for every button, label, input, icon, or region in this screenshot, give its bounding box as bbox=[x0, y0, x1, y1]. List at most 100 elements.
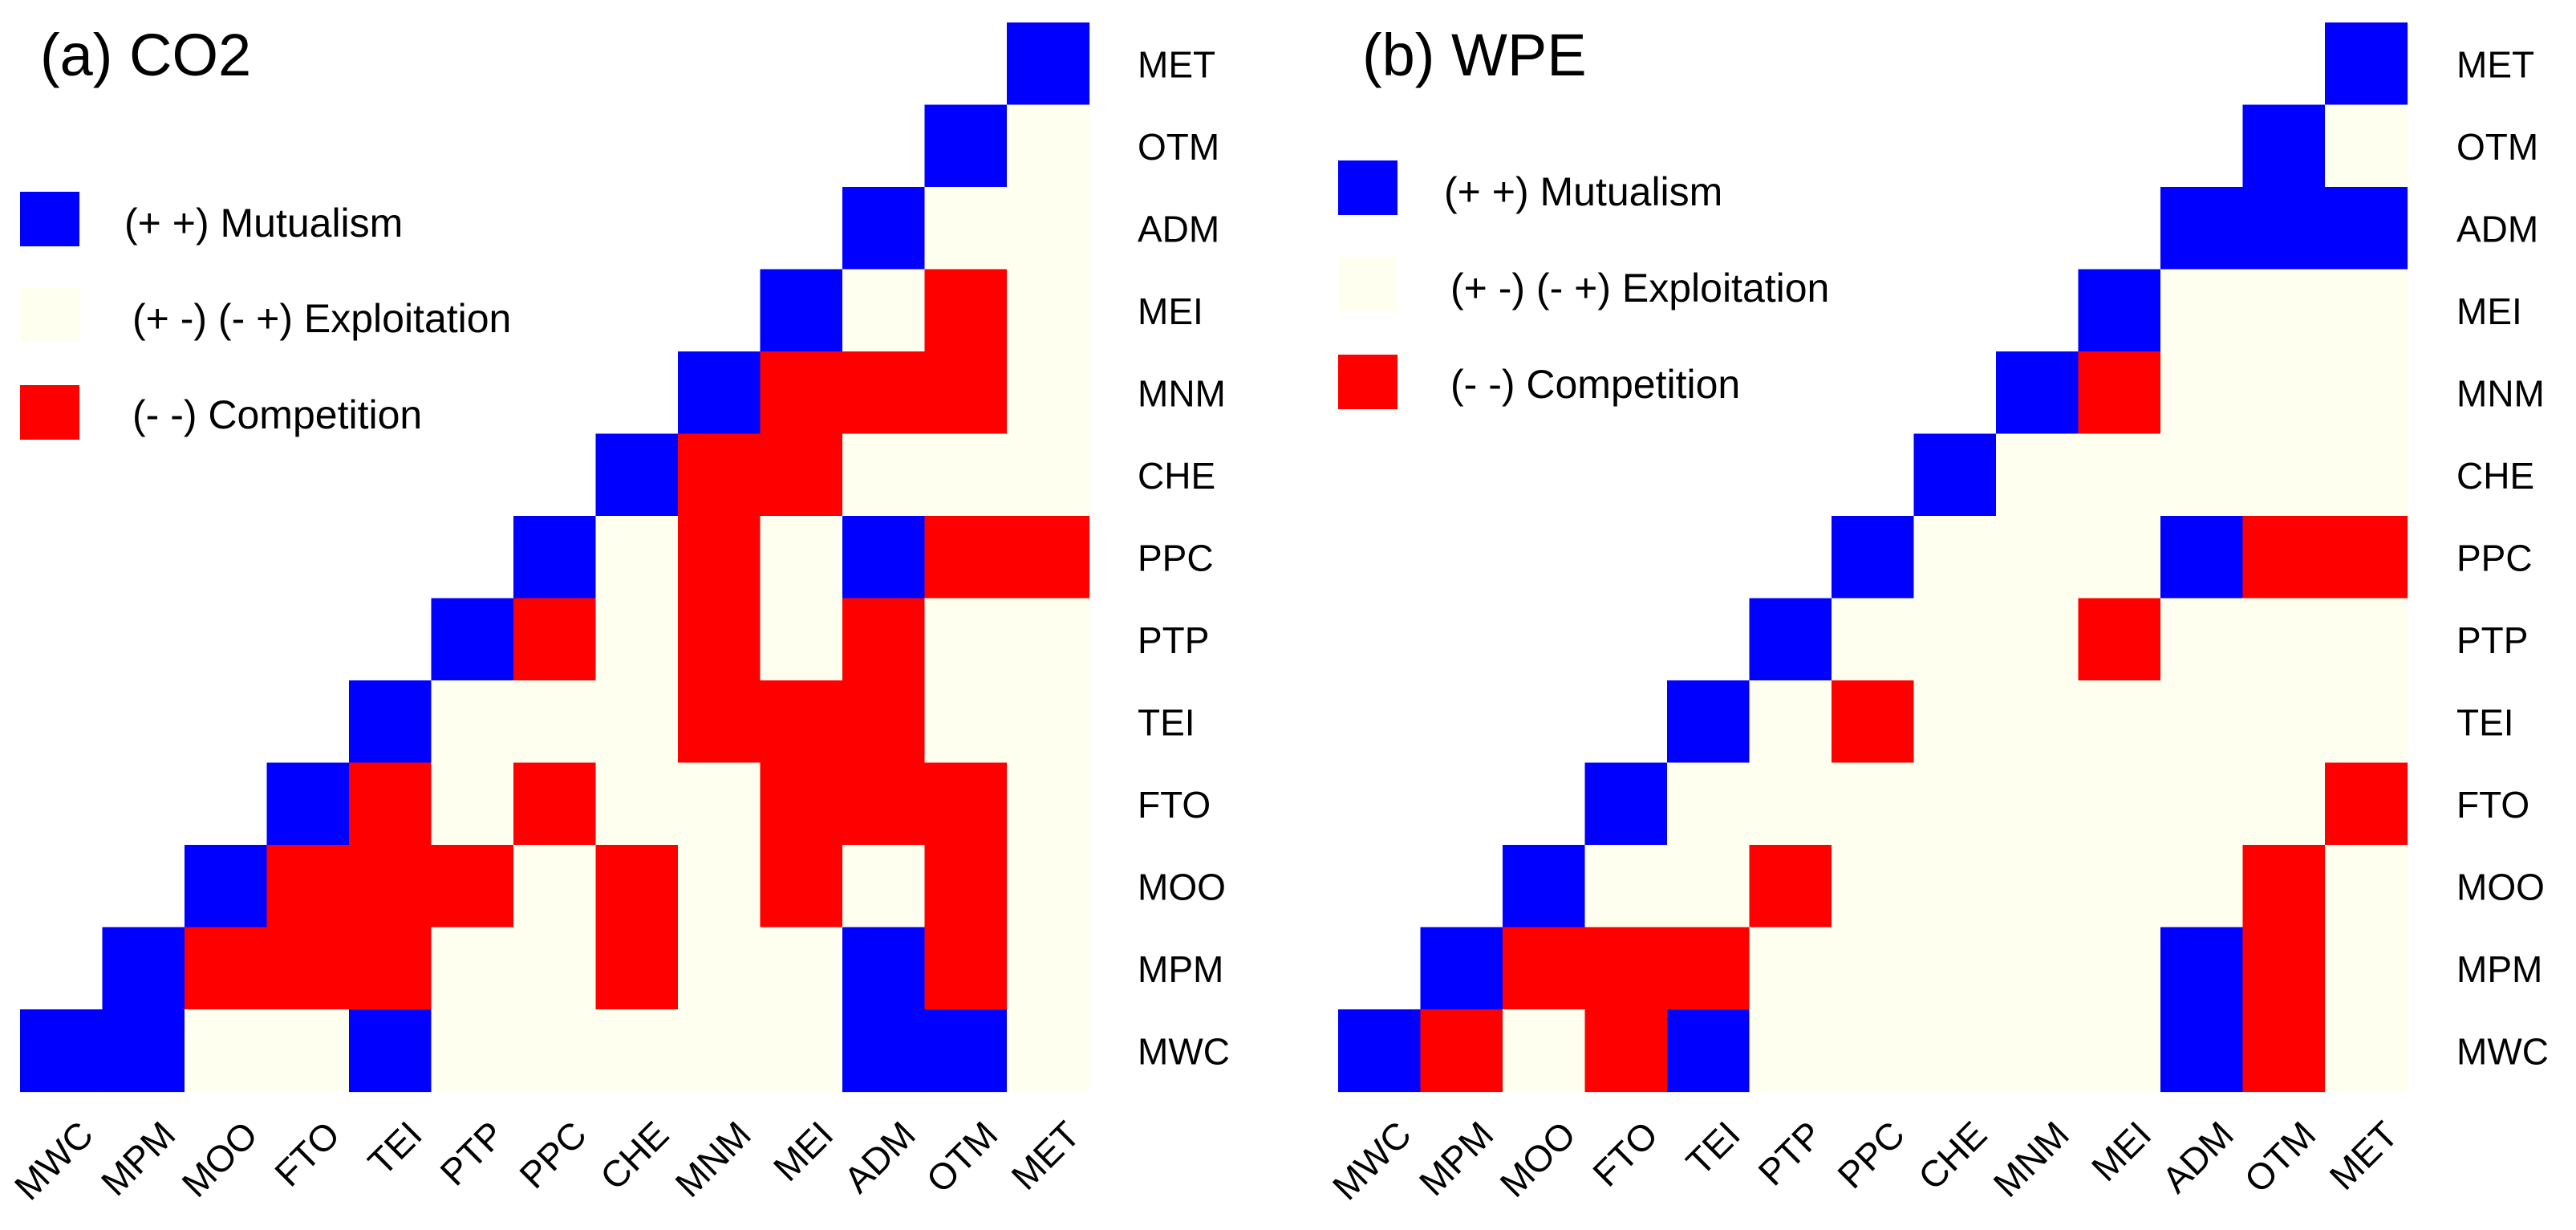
y-tick-label: MET bbox=[2456, 43, 2534, 85]
heatmap-cell-mutualism bbox=[431, 598, 514, 681]
heatmap-cell-mutualism bbox=[1996, 351, 2079, 435]
heatmap-cell-competition bbox=[760, 762, 843, 846]
heatmap-cell-exploitation bbox=[1667, 762, 1750, 846]
heatmap-cell-competition bbox=[595, 927, 679, 1010]
y-tick-label: TEI bbox=[1138, 701, 1195, 743]
panel-title: (b) WPE bbox=[1362, 22, 1587, 88]
heatmap-cell-competition bbox=[924, 516, 1008, 599]
heatmap-cell-competition bbox=[924, 762, 1008, 846]
heatmap-cell-competition bbox=[2325, 516, 2408, 599]
heatmap-cell-exploitation bbox=[1007, 598, 1090, 681]
heatmap-cell-exploitation bbox=[513, 1009, 597, 1093]
heatmap-cell-exploitation bbox=[1832, 762, 1915, 846]
heatmap-cell-competition bbox=[349, 845, 432, 928]
heatmap-cell-exploitation bbox=[1749, 1009, 1832, 1093]
y-tick-label: PTP bbox=[1138, 619, 1209, 661]
heatmap-cell-exploitation bbox=[185, 1009, 268, 1093]
heatmap-cell-exploitation bbox=[1996, 598, 2079, 681]
y-tick-label: PTP bbox=[2456, 619, 2528, 661]
heatmap-cell-competition bbox=[760, 845, 843, 928]
heatmap-cell-exploitation bbox=[2242, 680, 2326, 764]
heatmap-cell-exploitation bbox=[2242, 433, 2326, 517]
heatmap-cell-exploitation bbox=[924, 187, 1008, 270]
heatmap-cell-exploitation bbox=[924, 680, 1008, 764]
heatmap-cell-mutualism bbox=[1503, 845, 1586, 928]
heatmap-cell-competition bbox=[185, 927, 268, 1010]
heatmap-cell-exploitation bbox=[842, 269, 926, 352]
heatmap-cell-mutualism bbox=[924, 1009, 1008, 1093]
heatmap-cell-exploitation bbox=[2242, 598, 2326, 681]
legend-label-exploitation: (+ -) (- +) Exploitation bbox=[132, 296, 511, 341]
heatmap-cell-exploitation bbox=[2160, 845, 2244, 928]
heatmap-cell-mutualism bbox=[2078, 269, 2161, 352]
heatmap-cell-exploitation bbox=[2078, 762, 2161, 846]
heatmap-cell-competition bbox=[2242, 845, 2326, 928]
heatmap-cell-exploitation bbox=[431, 1009, 514, 1093]
y-tick-label: MOO bbox=[1138, 866, 1226, 907]
heatmap-cell-exploitation bbox=[1007, 762, 1090, 846]
heatmap-cell-exploitation bbox=[678, 762, 761, 846]
heatmap-cell-exploitation bbox=[595, 598, 679, 681]
y-tick-label: MPM bbox=[2456, 948, 2542, 990]
heatmap-cell-mutualism bbox=[20, 1009, 103, 1093]
heatmap-cell-competition bbox=[1503, 927, 1586, 1010]
heatmap-cell-exploitation bbox=[1913, 845, 1997, 928]
heatmap-cell-exploitation bbox=[2325, 1009, 2408, 1093]
heatmap-cell-exploitation bbox=[1749, 927, 1832, 1010]
heatmap-cell-exploitation bbox=[1996, 1009, 2079, 1093]
heatmap-cell-mutualism bbox=[842, 1009, 926, 1093]
heatmap-cell-exploitation bbox=[1996, 433, 2079, 517]
heatmap-cell-exploitation bbox=[2078, 680, 2161, 764]
legend-swatch-competition bbox=[20, 385, 79, 440]
heatmap-cell-exploitation bbox=[1007, 351, 1090, 435]
y-tick-label: MWC bbox=[1138, 1030, 1230, 1072]
heatmap-cell-exploitation bbox=[2078, 845, 2161, 928]
heatmap-cell-competition bbox=[349, 927, 432, 1010]
heatmap-cell-exploitation bbox=[595, 1009, 679, 1093]
heatmap-cell-exploitation bbox=[2325, 433, 2408, 517]
heatmap-cell-mutualism bbox=[1420, 927, 1503, 1010]
heatmap-cell-exploitation bbox=[2325, 680, 2408, 764]
heatmap-cell-competition bbox=[2242, 927, 2326, 1010]
panel-wpe: (b) WPE (+ +) Mutualism (+ -) (- +) Expl… bbox=[1325, 22, 2549, 1208]
heatmap-cell-exploitation bbox=[842, 845, 926, 928]
heatmap-cell-competition bbox=[1007, 516, 1090, 599]
heatmap-cell-exploitation bbox=[2325, 598, 2408, 681]
heatmap-cell-competition bbox=[595, 845, 679, 928]
heatmap-cell-exploitation bbox=[2078, 927, 2161, 1010]
legend: (+ +) Mutualism (+ -) (- +) Exploitation… bbox=[20, 192, 511, 440]
panel-title: (a) CO2 bbox=[40, 22, 251, 88]
heatmap-cell-mutualism bbox=[102, 927, 185, 1010]
y-tick-label: MNM bbox=[1138, 372, 1226, 414]
heatmap-cell-competition bbox=[678, 516, 761, 599]
legend-label-exploitation: (+ -) (- +) Exploitation bbox=[1450, 266, 1829, 311]
legend-swatch-exploitation bbox=[1338, 257, 1398, 311]
heatmap-cell-exploitation bbox=[2160, 598, 2244, 681]
heatmap-cell-competition bbox=[1749, 845, 1832, 928]
heatmap-cell-competition bbox=[678, 680, 761, 764]
heatmap-cell-exploitation bbox=[1007, 680, 1090, 764]
y-tick-label: FTO bbox=[2456, 784, 2529, 826]
heatmap-cell-mutualism bbox=[2242, 104, 2326, 188]
heatmap-cell-exploitation bbox=[1007, 845, 1090, 928]
heatmap-cell-mutualism bbox=[1749, 598, 1832, 681]
heatmap-cell-exploitation bbox=[2325, 104, 2408, 188]
y-tick-label: MOO bbox=[2456, 866, 2545, 907]
heatmap-cell-exploitation bbox=[924, 598, 1008, 681]
heatmap-cell-competition bbox=[431, 845, 514, 928]
heatmap-cell-mutualism bbox=[760, 269, 843, 352]
heatmap-cell-exploitation bbox=[2242, 269, 2326, 352]
heatmap-cell-exploitation bbox=[1913, 762, 1997, 846]
heatmap-cell-exploitation bbox=[2160, 433, 2244, 517]
heatmap-cell-competition bbox=[760, 680, 843, 764]
legend-label-mutualism: (+ +) Mutualism bbox=[1444, 169, 1722, 214]
heatmap-cell-exploitation bbox=[1503, 1009, 1586, 1093]
y-axis-labels: MET OTM ADM MEI MNM CHE PPC PTP TEI FTO MOO MPM MWC bbox=[2456, 43, 2549, 1072]
heatmap-cell-exploitation bbox=[1913, 516, 1997, 599]
y-tick-label: MEI bbox=[1138, 290, 1203, 332]
heatmap-cell-exploitation bbox=[678, 1009, 761, 1093]
heatmap-cell-exploitation bbox=[431, 927, 514, 1010]
heatmap-cell-mutualism bbox=[1667, 1009, 1750, 1093]
